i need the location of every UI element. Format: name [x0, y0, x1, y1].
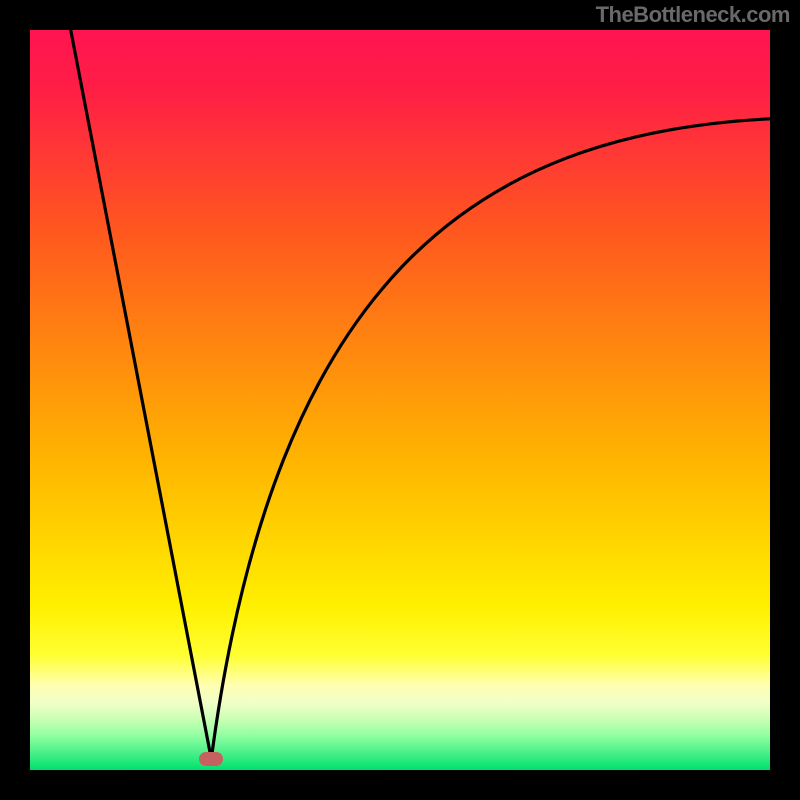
watermark-text: TheBottleneck.com [596, 2, 790, 28]
plot-area [30, 30, 770, 770]
vertex-marker [199, 752, 223, 766]
chart-container: TheBottleneck.com [0, 0, 800, 800]
plot-svg [30, 30, 770, 770]
